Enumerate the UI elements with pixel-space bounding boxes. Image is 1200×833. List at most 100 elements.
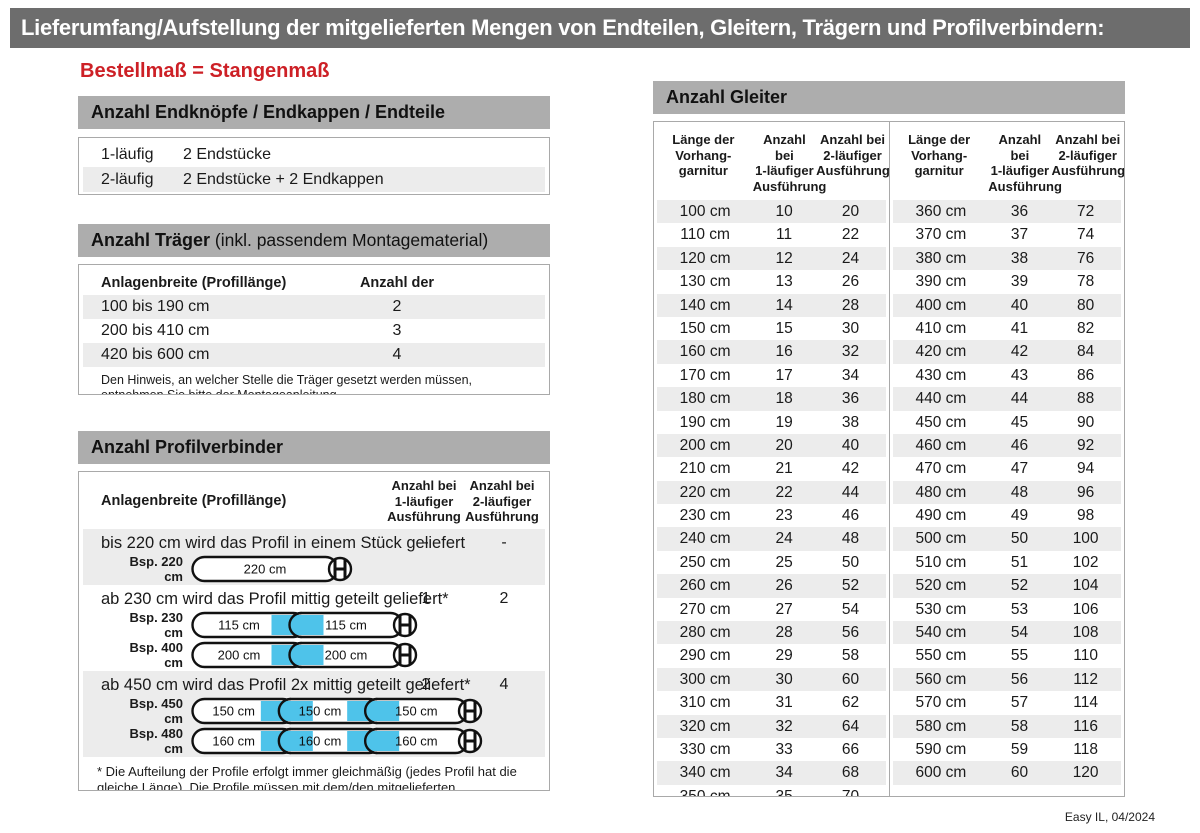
row-value-2-laeufig: 52 [841, 577, 860, 595]
gleiter-subtable-right: Länge der Vorhang-garnitur Anzahl bei 1-läu… [889, 122, 1124, 796]
row-value-2-laeufig: 74 [1077, 226, 1095, 244]
profile-example: Bsp. 400 cm 200 cm 200 cm [83, 640, 545, 670]
example-label: Bsp. 400 cm [129, 639, 183, 670]
row-length: 100 cm [679, 203, 731, 220]
profile-tube-diagram: 115 cm 115 cm [191, 611, 418, 638]
row-length: 130 cm [679, 273, 731, 291]
row-value-1-laeufig: 41 [1010, 319, 1029, 337]
row-value-2-laeufig: 114 [1073, 694, 1098, 712]
profile-example: Bsp. 450 cm 150 cm 150 cm 150 cm [83, 696, 545, 726]
row-value-1-laeufig: 13 [775, 273, 793, 291]
row-length: 570 cm [915, 694, 967, 712]
row-value-2-laeufig: 58 [841, 647, 860, 665]
row-value-1-laeufig: 28 [775, 624, 793, 642]
row-length: 440 cm [915, 390, 967, 408]
row-value-1-laeufig: 33 [775, 740, 793, 758]
top-title-bar: Lieferumfang/Aufstellung der mitgeliefer… [10, 8, 1190, 48]
row-value-2-laeufig: 30 [841, 319, 860, 337]
row-value-1-laeufig: 31 [775, 694, 793, 712]
column-header-laenge: Länge der Vorhang-garnitur [672, 132, 735, 178]
row-length: 120 cm [679, 249, 731, 267]
row-value-1-laeufig: 38 [1010, 249, 1029, 267]
row-value-1-laeufig: 15 [775, 319, 793, 337]
section-subtitle: (inkl. passendem Montagematerial) [210, 230, 489, 250]
row-value: 2 Endstücke + 2 Endkappen [183, 171, 384, 188]
svg-text:160 cm: 160 cm [395, 733, 438, 748]
row-value-1-laeufig: 52 [1010, 577, 1029, 595]
column-header-anlagenbreite: Anlagenbreite (Profillänge) [101, 275, 287, 291]
row-value-1-laeufig: 35 [775, 787, 793, 797]
row-length: 540 cm [915, 624, 967, 642]
traeger-note: Den Hinweis, an welcher Stelle die Träge… [101, 373, 473, 395]
table-row: 1-läufig 2 Endstücke [83, 142, 545, 167]
row-length: 400 cm [915, 296, 967, 314]
row-value-2-laeufig: 92 [1077, 436, 1095, 454]
svg-text:200 cm: 200 cm [325, 647, 368, 662]
row-value: 3 [392, 322, 402, 339]
row-length: 530 cm [915, 600, 967, 618]
row-value-1-laeufig: 1 [421, 589, 431, 607]
row-value-2-laeufig: 118 [1073, 740, 1098, 758]
row-value-1-laeufig: 17 [775, 366, 793, 384]
row-length: 180 cm [679, 390, 731, 408]
page-title: Lieferumfang/Aufstellung der mitgeliefer… [21, 15, 1105, 40]
column-header-1-laeufig: Anzahl bei 1-läufiger Ausführung [988, 132, 1062, 194]
row-value-2-laeufig: 68 [841, 764, 860, 782]
row-value-2-laeufig: 20 [841, 203, 860, 220]
table-row: ab 230 cm wird das Profil mittig geteilt… [83, 585, 545, 671]
row-length: 170 cm [679, 366, 731, 384]
row-length: 580 cm [915, 717, 967, 735]
row-value-1-laeufig: 29 [775, 647, 793, 665]
svg-text:160 cm: 160 cm [212, 733, 255, 748]
example-label: Bsp. 480 cm [129, 725, 183, 756]
row-length: 420 cm [915, 343, 967, 361]
row-value: 4 [392, 346, 402, 363]
row-value-1-laeufig: 60 [1010, 764, 1029, 782]
svg-text:150 cm: 150 cm [299, 703, 342, 718]
row-value-2-laeufig: 42 [841, 460, 860, 478]
table-row: 280 cm 28 56 [657, 621, 886, 645]
gleiter-table: Länge der Vorhang-garnitur Anzahl bei 1-läu… [653, 121, 1125, 797]
table-row: 430 cm 43 86 [893, 364, 1121, 387]
table-row: 470 cm 47 94 [893, 457, 1121, 480]
profile-tube-diagram: 150 cm 150 cm 150 cm [191, 697, 483, 724]
row-value-1-laeufig: 20 [775, 436, 793, 454]
profile-example: Bsp. 230 cm 115 cm 115 cm [83, 610, 545, 640]
row-value-2-laeufig: 100 [1072, 530, 1099, 548]
table-row: 200 bis 410 cm 3 [83, 319, 545, 343]
example-label: Bsp. 230 cm [129, 609, 183, 640]
section-header-traeger: Anzahl Träger (inkl. passendem Montagema… [78, 224, 550, 257]
row-length: 350 cm [679, 787, 731, 797]
row-length: 320 cm [679, 717, 731, 735]
row-length: 560 cm [915, 670, 967, 688]
row-label: ab 230 cm wird das Profil mittig geteilt… [101, 589, 449, 608]
gleiter-table-header: Länge der Vorhang-garnitur Anzahl bei 1-läu… [890, 122, 1124, 200]
table-row: 110 cm 11 22 [657, 223, 886, 246]
row-length: 280 cm [679, 624, 731, 642]
table-row: 570 cm 57 114 [893, 691, 1121, 714]
column-header-anlagenbreite: Anlagenbreite (Profillänge) [101, 493, 287, 510]
row-length: 200 cm [679, 436, 731, 454]
section-title: Anzahl Träger [91, 230, 211, 250]
row-length: 390 cm [915, 273, 967, 291]
row-value-1-laeufig: - [423, 533, 429, 551]
row-length: 510 cm [915, 553, 967, 571]
row-value-2-laeufig: 34 [841, 366, 860, 384]
svg-text:150 cm: 150 cm [212, 703, 255, 718]
profilverbinder-table: Anlagenbreite (Profillänge) Anzahl bei 1-… [78, 471, 550, 791]
table-row: 500 cm 50 100 [893, 527, 1121, 551]
table-row: 520 cm 52 104 [893, 574, 1121, 598]
row-value-1-laeufig: 47 [1010, 460, 1029, 478]
row-value-2-laeufig: 80 [1077, 296, 1095, 314]
row-value-2-laeufig: 82 [1077, 319, 1095, 337]
row-value-1-laeufig: 24 [775, 530, 793, 548]
row-value-2-laeufig: 46 [841, 507, 860, 525]
row-length: 380 cm [915, 249, 967, 267]
row-value-1-laeufig: 34 [775, 764, 793, 782]
table-row: 490 cm 49 98 [893, 504, 1121, 527]
row-value-2-laeufig: 112 [1073, 670, 1098, 688]
row-value-1-laeufig: 59 [1010, 740, 1029, 758]
row-value-2-laeufig: 2 [499, 589, 509, 607]
table-row: 360 cm 36 72 [893, 200, 1121, 224]
table-row: 150 cm 15 30 [657, 317, 886, 340]
